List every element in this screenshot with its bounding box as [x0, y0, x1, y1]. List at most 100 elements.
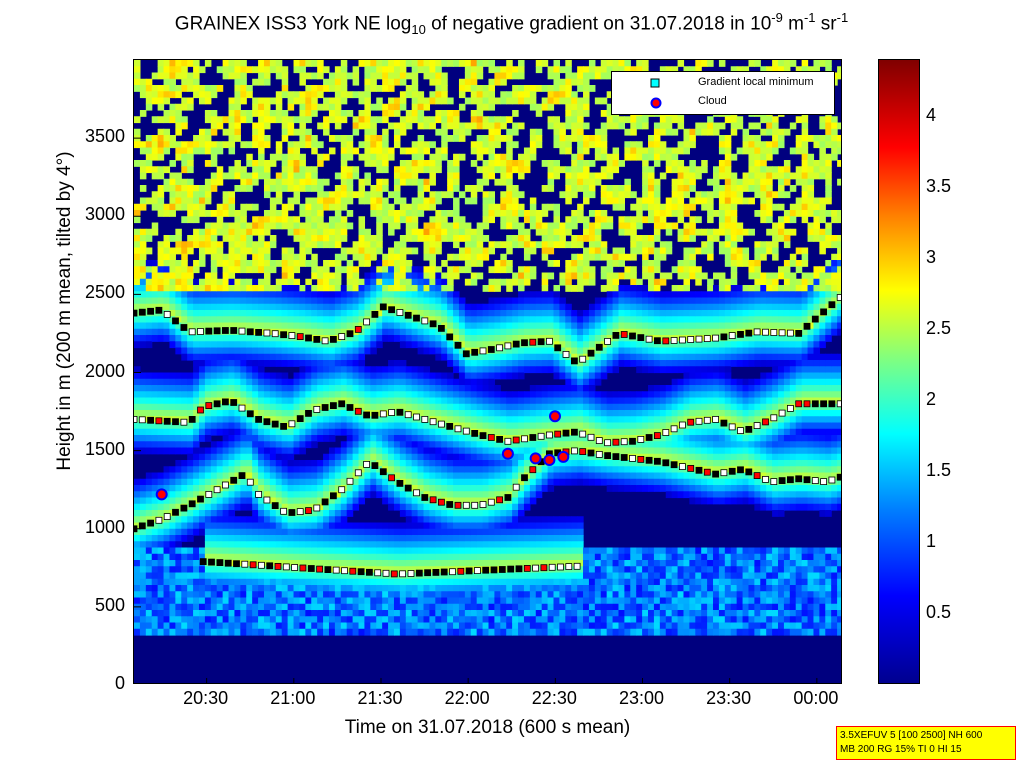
heatmap-cell [352, 253, 360, 261]
heatmap-cell [193, 616, 200, 624]
heatmap-cell [435, 347, 442, 355]
heatmap-cell [488, 316, 496, 324]
heatmap-cell [305, 203, 312, 211]
heatmap-cell [500, 497, 507, 505]
heatmap-cell [175, 566, 182, 574]
heatmap-cell [252, 66, 259, 74]
heatmap-cell [175, 141, 182, 149]
heatmap-cell [222, 403, 230, 411]
heatmap-cell [429, 378, 436, 386]
heatmap-cell [228, 447, 236, 455]
heatmap-cell [417, 160, 425, 167]
heatmap-cell [222, 335, 230, 342]
heatmap-cell [139, 447, 147, 455]
heatmap-cell [464, 122, 472, 130]
heatmap-cell [246, 441, 253, 449]
heatmap-cell [488, 478, 496, 486]
heatmap-cell [252, 628, 259, 636]
heatmap-cell [151, 228, 159, 236]
heatmap-cell [494, 122, 501, 130]
heatmap-cell [382, 72, 389, 80]
heatmap-cell [447, 228, 454, 236]
heatmap-cell [382, 128, 389, 136]
heatmap-cell [382, 285, 389, 292]
heatmap-cell [169, 91, 176, 99]
heatmap-cell [175, 116, 182, 124]
heatmap-cell [263, 447, 271, 455]
heatmap-cell [305, 85, 312, 92]
heatmap-cell [411, 528, 419, 536]
heatmap-cell [305, 422, 312, 430]
heatmap-cell [246, 503, 253, 511]
heatmap-cell [145, 597, 153, 605]
heatmap-cell [198, 597, 206, 605]
heatmap-cell [222, 253, 230, 261]
heatmap-cell [311, 610, 318, 617]
heatmap-cell [204, 285, 212, 292]
heatmap-cell [275, 391, 283, 399]
heatmap-cell [476, 153, 484, 161]
heatmap-cell [399, 203, 407, 211]
heatmap-cell [139, 566, 147, 574]
heatmap-cell [193, 485, 200, 492]
heatmap-cell [512, 303, 519, 311]
heatmap-cell [488, 547, 496, 555]
heatmap-cell [175, 103, 182, 111]
heatmap-cell [157, 422, 165, 430]
heatmap-cell [506, 535, 513, 542]
heatmap-cell [399, 503, 407, 511]
heatmap-cell [417, 147, 425, 155]
heatmap-cell [423, 141, 431, 149]
heatmap-cell [429, 610, 436, 617]
heatmap-cell [317, 91, 324, 99]
heatmap-cell [453, 128, 460, 136]
heatmap-cell [252, 541, 259, 549]
heatmap-cell [328, 278, 336, 286]
heatmap-cell [275, 522, 283, 530]
heatmap-cell [482, 247, 490, 255]
heatmap-cell [447, 372, 454, 380]
heatmap-cell [252, 166, 259, 174]
heatmap-cell [157, 85, 165, 92]
heatmap-cell [305, 166, 312, 174]
heatmap-cell [352, 428, 360, 436]
heatmap-cell [393, 628, 401, 636]
heatmap-cell [317, 528, 324, 536]
heatmap-cell [458, 366, 466, 374]
heatmap-cell [500, 297, 507, 305]
heatmap-cell [275, 60, 283, 67]
heatmap-cell [393, 385, 401, 392]
heatmap-cell [293, 466, 301, 474]
heatmap-cell [423, 366, 431, 374]
heatmap-cell [435, 578, 442, 586]
heatmap-cell [405, 391, 413, 399]
heatmap-cell [476, 497, 484, 505]
heatmap-cell [151, 91, 159, 99]
heatmap-cell [334, 97, 342, 105]
heatmap-cell [346, 541, 354, 549]
heatmap-cell [458, 222, 466, 230]
heatmap-cell [317, 285, 324, 292]
heatmap-cell [198, 285, 206, 292]
heatmap-cell [334, 541, 342, 549]
heatmap-cell [458, 547, 466, 555]
heatmap-cell [393, 97, 401, 105]
heatmap-cell [198, 228, 206, 236]
heatmap-cell [417, 291, 425, 299]
heatmap-cell [488, 628, 496, 636]
heatmap-cell [393, 253, 401, 261]
heatmap-cell [234, 328, 241, 336]
heatmap-cell [352, 322, 360, 330]
heatmap-cell [275, 210, 283, 217]
heatmap-cell [175, 528, 182, 536]
heatmap-cell [470, 353, 478, 361]
heatmap-cell [482, 441, 490, 449]
heatmap-cell [458, 322, 466, 330]
heatmap-cell [364, 197, 371, 205]
heatmap-cell [246, 353, 253, 361]
heatmap-cell [476, 410, 484, 417]
heatmap-cell [210, 528, 218, 536]
heatmap-cell [193, 303, 200, 311]
heatmap-cell [370, 303, 377, 311]
heatmap-cell [216, 116, 224, 124]
